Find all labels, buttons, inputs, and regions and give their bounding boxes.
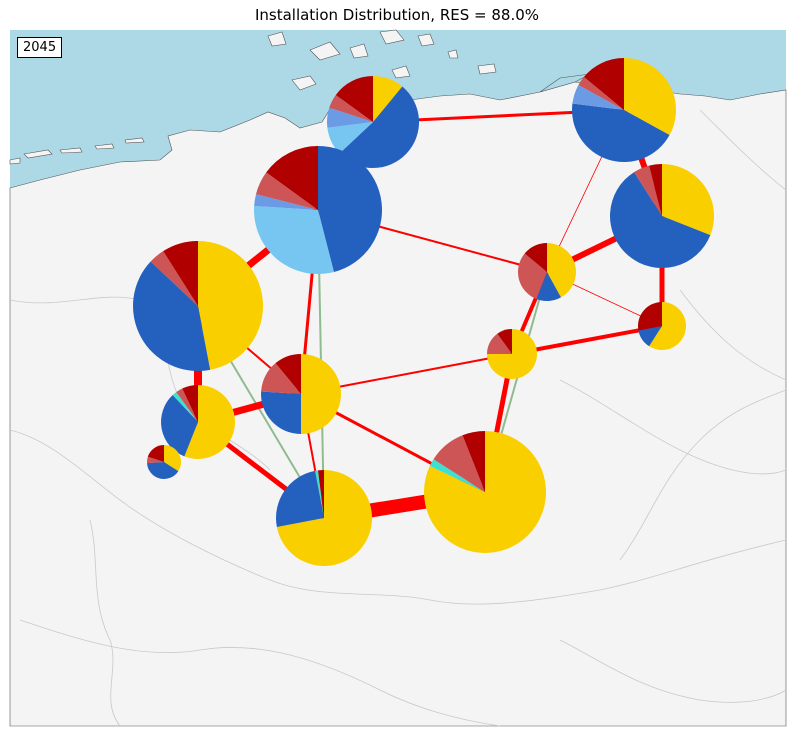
n-rhineland-slice-coal — [182, 385, 198, 422]
n-east-pie — [610, 164, 715, 268]
n-hesse-slice-coal — [275, 354, 301, 394]
n-east-slice-solar — [662, 164, 715, 236]
n-bavaria-slice-battery — [429, 459, 485, 492]
n-north-east-slice-hydro — [572, 84, 624, 110]
n-north-west-slice-coal — [335, 76, 373, 122]
n-east-slice-onwind — [610, 172, 711, 268]
n-saar-slice-solar — [164, 445, 181, 472]
n-bavaria-slice-solar — [424, 431, 547, 553]
n-west-coast-slice-onwind — [318, 145, 383, 272]
n-north-west-slice-onwind — [339, 86, 420, 169]
n-saar-slice-onwind — [147, 462, 179, 480]
n-north-east-slice-coal — [583, 58, 624, 110]
n-north-west-slice-offwind — [327, 122, 373, 154]
year-label: 2045 — [17, 37, 63, 58]
n-ruhr-slice-gas — [150, 251, 198, 306]
n-thuringia-slice-coal — [497, 329, 512, 354]
n-central-east-slice-solar — [649, 302, 687, 350]
n-ruhr-pie — [132, 241, 264, 372]
n-bavaria-pie — [424, 431, 547, 553]
n-ruhr-slice-solar — [198, 241, 264, 370]
n-bavaria-slice-coal — [462, 431, 485, 492]
n-west-coast-pie — [254, 145, 383, 275]
n-hesse-slice-gas — [261, 363, 301, 394]
n-rhineland-slice-gas — [176, 388, 198, 422]
n-north-west-slice-gas — [329, 94, 373, 122]
n-hesse-pie — [261, 354, 341, 434]
n-central-slice-solar — [547, 243, 576, 298]
n-central-slice-coal — [524, 243, 547, 272]
n-baden-slice-coal — [317, 470, 324, 518]
n-ruhr-slice-coal — [163, 241, 198, 306]
n-central-slice-gas — [518, 253, 547, 299]
n-rhineland-pie — [161, 385, 236, 460]
n-west-coast-slice-gas — [256, 172, 318, 210]
n-central-east-slice-coal — [638, 302, 662, 331]
n-north-east-pie — [571, 58, 677, 163]
n-hesse-slice-solar — [301, 354, 341, 434]
n-west-coast-slice-offwind — [254, 205, 334, 275]
n-north-east-slice-onwind — [571, 103, 670, 163]
n-thuringia-pie — [487, 329, 537, 379]
n-baden-slice-battery — [315, 470, 324, 518]
n-central-slice-onwind — [536, 272, 561, 301]
n-saar-slice-coal — [147, 445, 164, 462]
n-north-east-slice-solar — [624, 58, 677, 136]
n-thuringia-slice-gas — [487, 333, 512, 354]
n-rhineland-slice-solar — [184, 385, 236, 460]
n-north-west-slice-hydro — [326, 107, 373, 128]
n-saar-slice-gas — [146, 456, 164, 464]
n-saar-pie — [146, 445, 181, 480]
n-ruhr-slice-onwind — [132, 261, 211, 372]
n-central-pie — [518, 243, 576, 301]
ac-line — [511, 324, 663, 356]
n-rhineland-slice-battery — [172, 392, 198, 422]
n-baden-pie — [276, 470, 373, 567]
n-rhineland-slice-onwind — [161, 395, 198, 457]
n-bavaria-slice-gas — [433, 435, 485, 492]
n-hesse-slice-onwind — [261, 391, 301, 434]
pie-layer — [132, 58, 715, 567]
n-north-east-slice-gas — [578, 76, 624, 110]
n-baden-slice-solar — [276, 470, 373, 567]
n-baden-slice-onwind — [276, 470, 324, 527]
n-north-west-pie — [326, 76, 420, 169]
map-title: Installation Distribution, RES = 88.0% — [254, 6, 540, 24]
n-west-coast-slice-coal — [266, 146, 318, 210]
n-central-east-pie — [638, 302, 687, 350]
n-west-coast-slice-hydro — [254, 194, 318, 210]
n-east-slice-coal — [649, 164, 662, 216]
n-east-slice-gas — [634, 165, 662, 216]
n-central-east-slice-onwind — [638, 326, 662, 347]
n-north-west-slice-solar — [373, 76, 403, 122]
islands — [9, 29, 497, 165]
